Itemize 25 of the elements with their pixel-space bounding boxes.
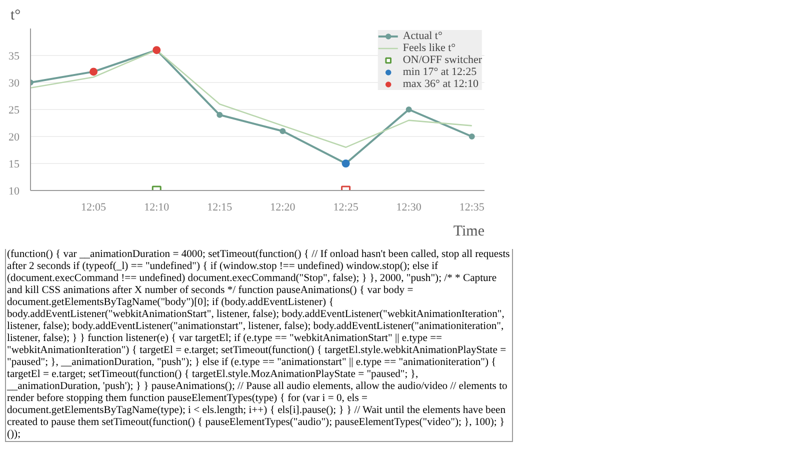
y-axis-title: t° (10, 8, 21, 24)
x-tick-label: 12:25 (333, 202, 359, 214)
point (406, 106, 412, 112)
x-tick-label: 12:15 (207, 202, 233, 214)
legend-label: ON/OFF switcher (402, 54, 482, 66)
point (216, 112, 223, 118)
legend-label: Feels like t° (402, 42, 456, 54)
x-axis-title: Time (453, 224, 485, 240)
x-tick-label: 12:20 (270, 202, 296, 214)
y-tick-label: 30 (8, 78, 20, 90)
legend-label: min 17° at 12:25 (402, 66, 477, 78)
x-tick-label: 12:05 (81, 202, 107, 214)
x-tick-label: 12:10 (144, 202, 170, 214)
y-tick-label: 35 (8, 50, 20, 62)
legend-label: max 36° at 12:10 (402, 78, 478, 90)
y-tick-label: 20 (8, 132, 20, 144)
x-tick-label: 12:35 (459, 202, 485, 214)
legend-label: Actual t° (402, 30, 442, 42)
y-tick-label: 15 (8, 158, 20, 170)
y-tick-label: 25 (8, 104, 20, 116)
point (468, 134, 475, 140)
point (280, 128, 286, 134)
x-tick-label: 12:30 (396, 202, 422, 214)
y-tick-label: 10 (8, 186, 20, 198)
text: (function() { var __animationDuration = 4000; setTimeout(function() { // If onload hasn't been called, stop all requests after 2 seconds if (typeof(_l) == "undefined") { if (window.stop !== undefined) window.stop(); else if (document.execCommand !== undefined) document.execCommand("Stop", false); } }, 2000, "push"); /* * Capture and kill CSS animations after X number of seconds */ function pauseAnimations() { var body = document.getElementsByTagName("body")[0]; if (body.addEventListener) { body.addEventListener("webkitAnimationStart", listener, false); body.addEventListener("webkitAnimationIteration", listener, false); body.addEventListener("animationstart", listener, false); body.addEventListener("animationiteration", listener, false); } } function listener(e) { var targetEl; if (e.type == "webkitAnimationStart" || e.type == "webkitAnimationIteration") { targetEl = e.target; setTimeout(function() { targetEl.style.webkitAnimationPlayState = "paused"; }, __animationDuration, "push"); } else if (e.type == "animationstart" || e.type == "animationiteration") { targetEl = e.target; setTimeout(function() { targetEl.style.MozAnimationPlayState = "paused"; }, __animationDuration, 'push'); } } pauseAnimations(); // Pause all audio elements, allow the audio/video // elements to render before stopping them function pauseElementTypes(type) { for (var i = 0, els = document.getElementsByTagName(type); i < els.length; i++) { els[i].pause(); } } // Wait until the elements have been created to pause them setTimeout(function() { pauseElementTypes("audio"); pauseElementTypes("video"); }, 100); }()); (7, 249, 510, 440)
